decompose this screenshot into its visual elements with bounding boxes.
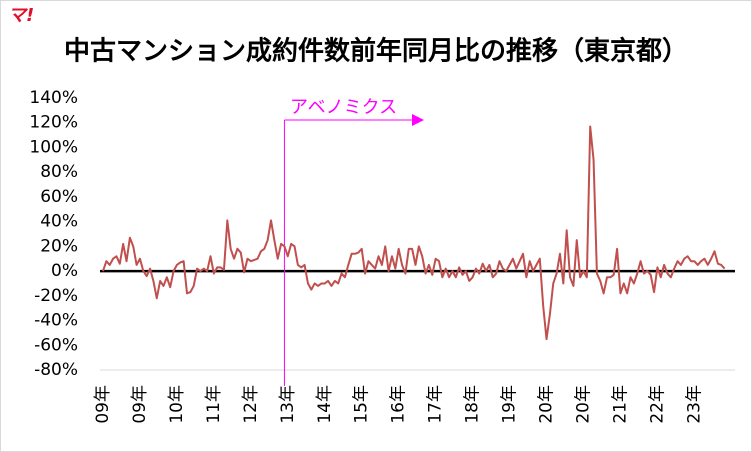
x-tick-label: 16年 xyxy=(389,385,409,424)
x-tick-label: 19年 xyxy=(500,385,520,424)
x-tick-label: 23年 xyxy=(684,385,704,424)
x-tick-label: 14年 xyxy=(315,385,335,424)
x-tick-label: 11年 xyxy=(204,385,224,424)
logo: マ! xyxy=(8,5,34,26)
data-line xyxy=(102,125,726,341)
y-tick-label: -40% xyxy=(34,311,78,331)
y-tick-label: 20% xyxy=(40,236,78,256)
x-tick-label: 20年 xyxy=(537,385,557,424)
y-tick-label: -80% xyxy=(34,360,78,380)
x-tick-label: 20年 xyxy=(573,385,593,424)
x-tick-label: 21年 xyxy=(610,385,630,424)
x-tick-label: 17年 xyxy=(426,385,446,424)
y-tick-label: 80% xyxy=(40,162,78,182)
x-tick-label: 22年 xyxy=(647,385,667,424)
y-tick-label: 140% xyxy=(29,88,78,108)
y-tick-label: -20% xyxy=(34,286,78,306)
annotation: アベノミクス xyxy=(290,97,397,118)
x-tick-label: 12年 xyxy=(241,385,261,424)
x-tick-label: 10年 xyxy=(167,385,187,424)
y-tick-label: 40% xyxy=(40,212,78,232)
x-tick-label: 09年 xyxy=(93,385,113,424)
arrow-head xyxy=(412,114,424,126)
y-tick-label: -60% xyxy=(34,335,78,355)
x-tick-label: 09年 xyxy=(130,385,150,424)
x-tick-label: 13年 xyxy=(278,385,298,424)
y-tick-label: 100% xyxy=(29,137,78,157)
x-tick-label: 18年 xyxy=(463,385,483,424)
chart-title: 中古マンション成約件数前年同月比の推移（東京都） xyxy=(64,36,688,67)
y-tick-label: 60% xyxy=(40,187,78,207)
x-tick-label: 15年 xyxy=(352,385,372,424)
y-tick-label: 120% xyxy=(29,113,78,133)
y-tick-label: 0% xyxy=(51,261,78,281)
